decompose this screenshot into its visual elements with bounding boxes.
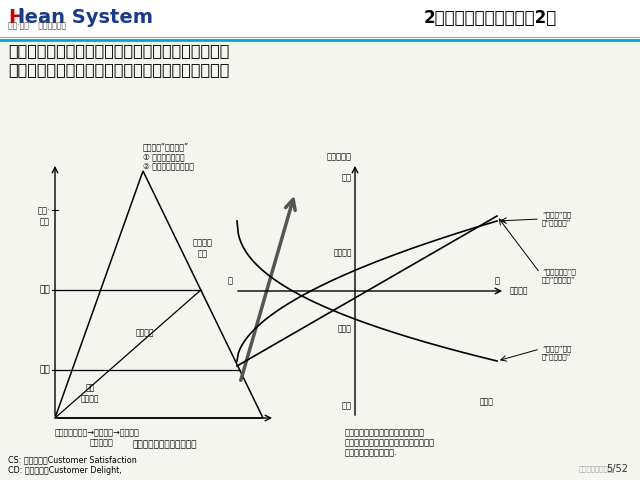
Text: 自工序完结是质量管理的基础，但非全部。而随着时: 自工序完结是质量管理的基础，但非全部。而随着时: [8, 43, 229, 58]
Text: 理所当然的质量→ＣＳ质量→ＣＤ质量: 理所当然的质量→ＣＳ质量→ＣＤ质量: [55, 428, 140, 437]
Text: 顾客的要求经常处于变化中而且具有: 顾客的要求经常处于变化中而且具有: [345, 428, 425, 437]
Text: 精益生产促进中心: 精益生产促进中心: [579, 466, 613, 472]
Text: 执行程度: 执行程度: [510, 287, 529, 296]
Text: ① 赋予喜悦、感动: ① 赋予喜悦、感动: [143, 152, 184, 161]
Text: 停留在顾客满意的层次.: 停留在顾客满意的层次.: [345, 448, 397, 457]
Text: 满意: 满意: [39, 286, 50, 295]
Text: 彻底追求“质量第一”: 彻底追求“质量第一”: [143, 142, 189, 151]
Text: 顾客满意度: 顾客满意度: [327, 152, 352, 161]
Text: “基本的”需求
或“必须因素”: “基本的”需求 或“必须因素”: [542, 346, 572, 360]
Text: “兴奋的”需求
或“魅力因素”: “兴奋的”需求 或“魅力因素”: [542, 212, 572, 227]
Text: 不满意: 不满意: [338, 324, 352, 334]
Text: 喜悦·
感动: 喜悦· 感动: [37, 206, 50, 226]
Text: 差: 差: [227, 276, 232, 285]
Text: 失望: 失望: [342, 401, 352, 410]
Bar: [0, 0, 640, 37]
Text: 不满: 不满: [39, 365, 50, 374]
Text: 潜在抚怨: 潜在抚怨: [136, 328, 154, 337]
Text: 有魅力的
质量: 有魅力的 质量: [193, 238, 213, 258]
Text: 不满意: 不满意: [480, 397, 494, 406]
Text: H: H: [8, 8, 24, 27]
Text: 5/52: 5/52: [606, 464, 628, 474]
Text: “性能方面的”需
求或“期望因素”: “性能方面的”需 求或“期望因素”: [542, 269, 576, 283]
Text: 代的发展，顾客对自工序完结水平的要求也在提高。: 代的发展，顾客对自工序完结水平的要求也在提高。: [8, 62, 229, 77]
Text: 自工序完结: 自工序完结: [90, 438, 114, 447]
Text: lean System: lean System: [18, 8, 153, 27]
Text: CD: 顾客感动，Customer Delight,: CD: 顾客感动，Customer Delight,: [8, 466, 122, 475]
Text: 好: 好: [495, 276, 500, 285]
Text: 幸福·精益    高效企业系统: 幸福·精益 高效企业系统: [8, 21, 66, 30]
Text: 品质向上（提升魅力质量）: 品质向上（提升魅力质量）: [132, 440, 197, 449]
Text: 2、自工序完结的定位（2）: 2、自工序完结的定位（2）: [424, 9, 557, 27]
Text: CS: 顾客满意，Customer Satisfaction: CS: 顾客满意，Customer Satisfaction: [8, 455, 137, 464]
Text: 较为满意: 较为满意: [333, 249, 352, 257]
Text: 抚怨
质量故障: 抚怨 质量故障: [81, 383, 99, 403]
Text: 偏差性，所以质量管理的目标，不能仅仅: 偏差性，所以质量管理的目标，不能仅仅: [345, 438, 435, 447]
Text: ② 不能给顾客一丝不满: ② 不能给顾客一丝不满: [143, 162, 194, 171]
Text: 喜悦: 喜悦: [342, 173, 352, 182]
